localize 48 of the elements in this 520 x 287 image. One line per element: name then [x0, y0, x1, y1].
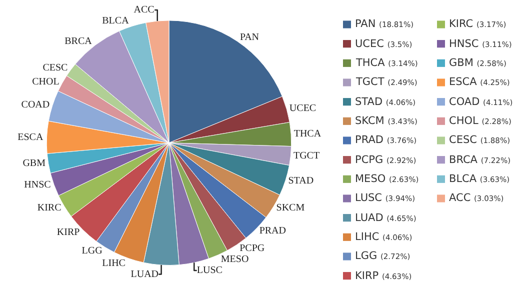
slice-label: PAN: [240, 32, 260, 43]
legend-label: LUAD: [355, 212, 384, 224]
slice-label: CHOL: [32, 76, 60, 88]
slice-label: STAD: [288, 175, 314, 186]
slice-label: LIHC: [102, 258, 126, 269]
legend-label: SKCM: [355, 115, 384, 127]
legend-label: LGG: [355, 250, 378, 262]
legend-label: KIRP: [355, 270, 379, 282]
slice-label: PRAD: [259, 226, 286, 237]
legend-label: CESC: [449, 134, 477, 146]
slice-label: LUAD: [130, 268, 159, 280]
slice-label: UCEC: [289, 103, 316, 114]
legend-label: COAD: [449, 96, 480, 108]
slice-label: THCA: [294, 128, 322, 140]
slice-label: CESC: [42, 62, 68, 74]
slice-label: LUSC: [196, 265, 223, 276]
slice-label: ACC: [134, 4, 155, 16]
slice-label: KIRP: [56, 227, 80, 238]
slice-label: ESCA: [18, 132, 44, 143]
slice-label: GBM: [22, 158, 46, 170]
legend-label: LIHC: [355, 231, 380, 243]
legend-label: TGCT: [356, 76, 384, 88]
legend-label: PAN: [355, 18, 376, 30]
legend-label: MESO: [355, 173, 386, 185]
slice-label: TGCT: [293, 150, 320, 162]
legend-label: HNSC: [449, 38, 479, 50]
legend-label: ESCA: [449, 76, 477, 88]
slice-label: BLCA: [102, 16, 130, 27]
legend-label: ACC: [449, 192, 471, 204]
legend-label: PRAD: [355, 134, 384, 146]
legend-label: GBM: [449, 57, 474, 69]
slice-label: LGG: [82, 246, 102, 257]
legend-label: UCEC: [355, 38, 384, 50]
legend-label: CHOL: [449, 115, 478, 127]
slice-label: HNSC: [24, 180, 52, 191]
slice-label: COAD: [21, 100, 50, 111]
slice-label: SKCM: [276, 202, 305, 214]
slice-label: MESO: [220, 254, 249, 266]
legend-label: KIRC: [449, 18, 474, 30]
legend-label: THCA: [356, 57, 385, 69]
slice-label: PCPG: [240, 243, 265, 254]
slice-label: KIRC: [37, 202, 62, 214]
legend-label: LUSC: [355, 192, 382, 204]
legend-label: STAD: [355, 96, 383, 108]
legend-label: BLCA: [449, 173, 477, 185]
legend-label: PCPG: [355, 154, 384, 166]
slice-label: BRCA: [64, 36, 93, 48]
legend-label: BRCA: [449, 154, 478, 166]
